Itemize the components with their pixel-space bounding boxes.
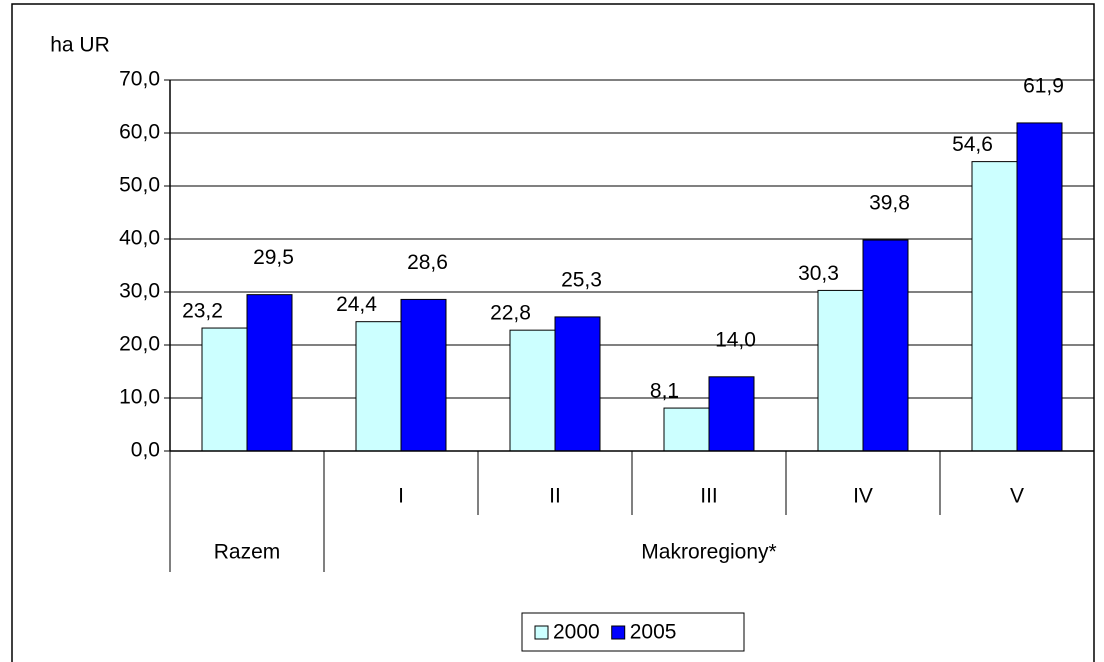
value-label: 23,2 [182,300,223,323]
x-tick-label: IV [853,485,873,508]
x-tick-label: II [549,485,561,508]
value-label: 29,5 [253,246,294,269]
y-tick-label: 0,0 [131,439,160,462]
bar [554,316,601,452]
bar [971,161,1018,452]
y-tick-label: 70,0 [119,68,160,91]
bar [1016,122,1063,452]
value-label: 61,9 [1023,74,1064,97]
category-group-label: Makroregiony* [641,541,776,564]
y-tick-label: 30,0 [119,280,160,303]
chart-frame [11,3,1095,662]
legend-swatch [611,625,626,640]
y-tick-label: 60,0 [119,121,160,144]
value-label: 30,3 [798,262,839,285]
y-tick-label: 10,0 [119,386,160,409]
y-axis-label: ha UR [50,34,110,57]
x-tick-label: V [1010,485,1024,508]
bar [246,294,293,452]
bar [817,289,864,452]
y-tick-label: 50,0 [119,174,160,197]
legend-label: 2005 [630,621,677,644]
bar [663,407,710,452]
value-label: 25,3 [561,268,602,291]
value-label: 28,6 [407,251,448,274]
value-label: 22,8 [490,302,531,325]
bar [400,298,447,452]
bar [708,376,755,452]
bar [201,327,248,452]
x-tick-label: I [398,485,404,508]
bar [509,329,556,452]
legend-label: 2000 [553,621,600,644]
legend-swatch [534,625,549,640]
value-label: 24,4 [336,293,377,316]
value-label: 39,8 [869,192,910,215]
value-label: 8,1 [650,380,679,403]
value-label: 54,6 [952,133,993,156]
bar [355,321,402,452]
y-tick-label: 40,0 [119,227,160,250]
x-tick-label: Razem [214,541,281,564]
value-label: 14,0 [715,328,756,351]
bar [862,239,909,452]
legend-box [521,612,745,652]
x-tick-label: III [700,485,718,508]
y-tick-label: 20,0 [119,333,160,356]
